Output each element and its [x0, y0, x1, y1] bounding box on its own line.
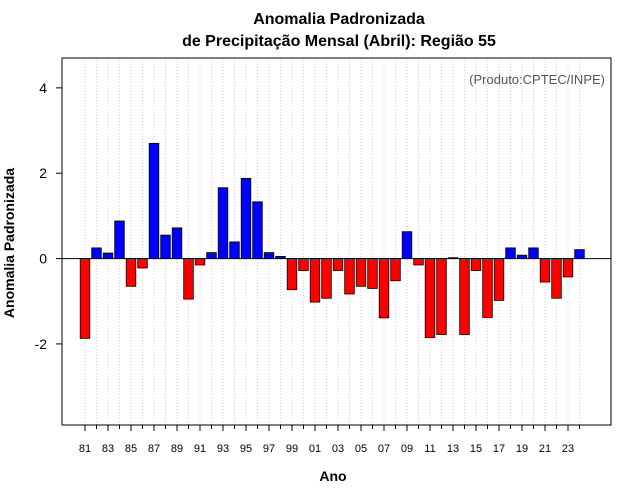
bar-90 — [183, 258, 194, 300]
x-tick-label: 83 — [102, 443, 114, 455]
bar-22 — [551, 258, 562, 299]
bar-23 — [562, 258, 574, 278]
x-tick-label: 09 — [401, 443, 413, 455]
y-tick-label: 0 — [39, 251, 47, 267]
bar-92 — [206, 252, 217, 259]
x-tick-label: 87 — [148, 443, 160, 455]
bar-10 — [413, 258, 424, 266]
x-tick-label: 13 — [447, 443, 459, 455]
bar-18 — [505, 247, 516, 259]
x-tick-label: 19 — [516, 443, 528, 455]
bar-01 — [309, 258, 321, 303]
bar-09 — [401, 231, 413, 259]
x-tick-label: 91 — [194, 443, 206, 455]
bar-05 — [355, 258, 367, 287]
bar-02 — [321, 258, 332, 299]
bar-95 — [240, 177, 252, 259]
chart-title-line1: Anomalia Padronizada — [253, 11, 425, 28]
bar-17 — [493, 258, 505, 301]
bar-06 — [367, 258, 378, 289]
bar-81 — [79, 258, 91, 339]
bar-07 — [378, 258, 390, 319]
x-axis-label: Ano — [319, 468, 346, 484]
y-axis-label: Anomalia Padronizada — [1, 168, 17, 318]
bar-15 — [470, 258, 482, 271]
x-tick-label: 01 — [309, 443, 321, 455]
x-tick-label: 99 — [286, 443, 298, 455]
bar-91 — [194, 258, 206, 266]
bar-21 — [539, 258, 551, 283]
x-axis: 81 83 85 87 89 91 93 95 97 99 01 03 05 07 09 11 13 15 17 19… — [79, 425, 580, 455]
x-tick-label: 11 — [424, 443, 435, 455]
bar-84 — [114, 220, 125, 259]
y-axis: -2 0 2 4 — [35, 80, 62, 352]
x-tick-label: 93 — [217, 443, 229, 455]
y-tick-label: -2 — [35, 336, 48, 352]
x-tick-label: 89 — [171, 443, 183, 455]
y-tick-label: 2 — [39, 165, 47, 181]
bar-12 — [436, 258, 447, 335]
bar-93 — [217, 187, 229, 259]
bar-87 — [148, 142, 160, 259]
x-tick-label: 23 — [562, 443, 574, 455]
plot-frame — [61, 57, 612, 426]
bar-85 — [125, 258, 137, 287]
bar-14 — [459, 258, 470, 335]
x-tick-label: 81 — [79, 443, 91, 455]
bar-86 — [137, 258, 148, 269]
bar-20 — [528, 247, 539, 259]
bar-99 — [286, 258, 298, 291]
x-tick-label: 03 — [332, 443, 344, 455]
x-tick-label: 15 — [470, 443, 482, 455]
bar-96 — [252, 201, 263, 259]
x-tick-label: 97 — [263, 443, 275, 455]
y-tick-label: 4 — [39, 80, 47, 96]
x-tick-label: 21 — [539, 443, 551, 455]
bar-16 — [482, 258, 493, 318]
bar-82 — [91, 247, 102, 259]
bar-97 — [263, 252, 275, 259]
bar-layer — [79, 142, 585, 339]
bar-89 — [171, 227, 183, 259]
chart-title-line2: de Precipitação Mensal (Abril): Região 5… — [182, 33, 496, 50]
bar-04 — [344, 258, 355, 295]
credit-label: (Produto:CPTEC/INPE) — [469, 72, 605, 87]
bar-24 — [574, 249, 585, 259]
bar-88 — [160, 234, 171, 259]
x-tick-label: 85 — [125, 443, 137, 455]
bar-13 — [447, 257, 459, 259]
bar-08 — [390, 258, 401, 282]
bar-03 — [332, 258, 344, 271]
x-tick-label: 05 — [355, 443, 367, 455]
x-tick-label: 07 — [378, 443, 390, 455]
x-tick-label: 95 — [240, 443, 252, 455]
bar-11 — [424, 258, 436, 338]
bar-98 — [275, 256, 286, 259]
bar-00 — [298, 258, 309, 271]
bar-19 — [516, 254, 528, 259]
bar-94 — [229, 241, 240, 259]
bar-83 — [102, 252, 114, 259]
x-tick-label: 17 — [493, 443, 505, 455]
